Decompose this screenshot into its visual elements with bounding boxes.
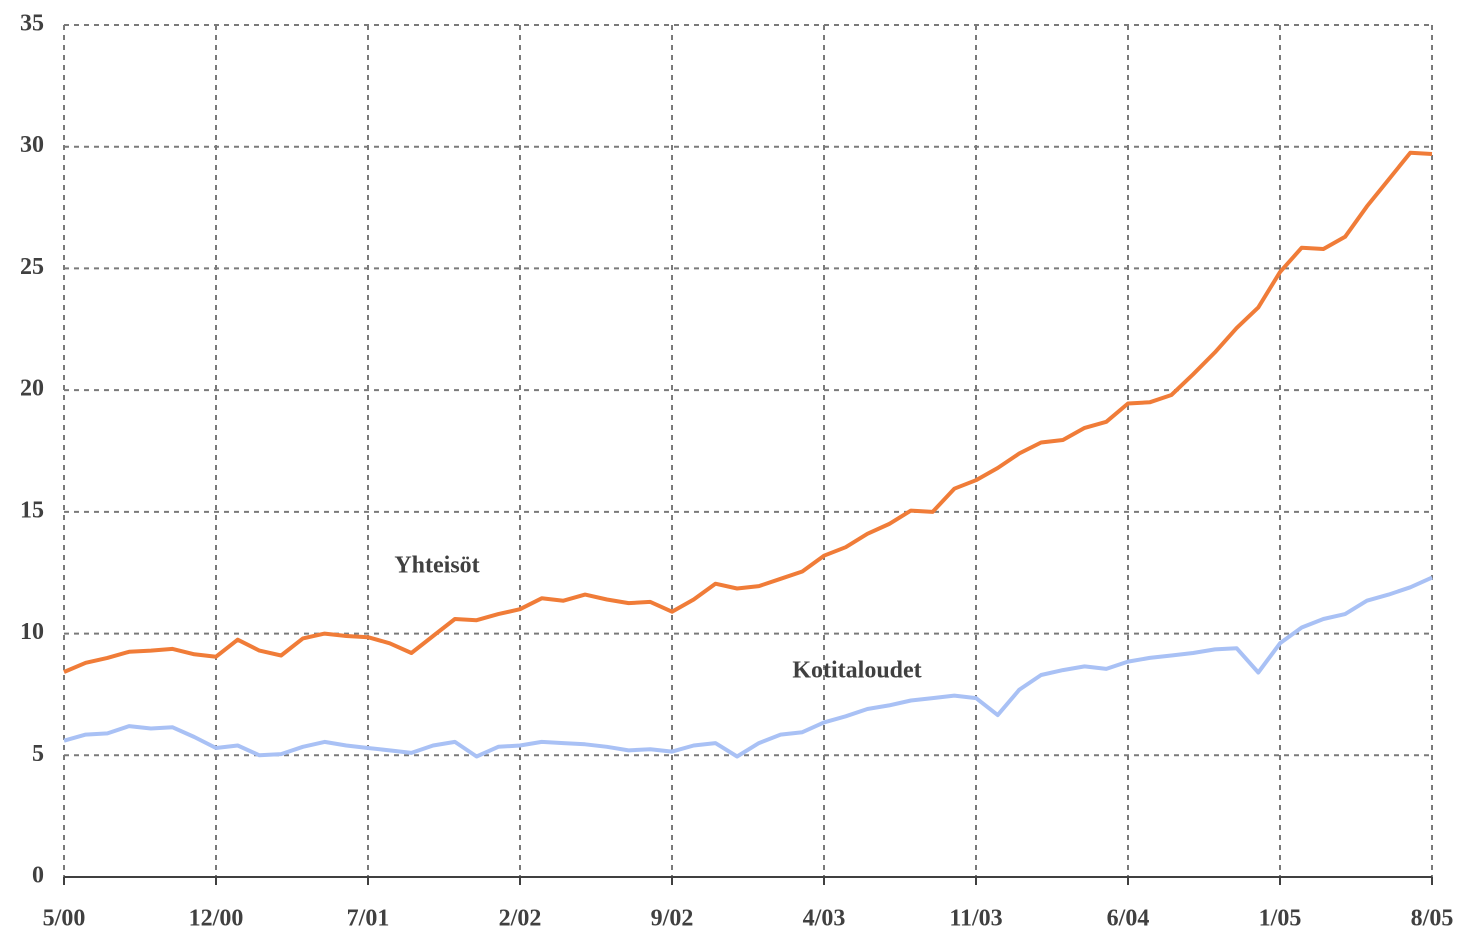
y-tick-label: 15 [20,497,44,523]
series-line [63,575,1433,759]
x-tick-label: 1/05 [1259,906,1302,932]
series-label: Yhteisöt [394,553,479,579]
x-tick-label: 9/02 [651,906,694,932]
x-tick-label: 12/00 [189,906,244,932]
x-tick-label: 11/03 [949,906,1002,932]
y-tick-label: 10 [20,619,44,645]
y-tick-label: 0 [32,863,44,889]
x-tick-label: 8/05 [1411,906,1454,932]
y-tick-label: 25 [20,254,44,280]
series-label: Kotitaloudet [792,658,921,684]
x-tick-label: 7/01 [347,906,390,932]
x-tick-label: 6/04 [1107,906,1150,932]
y-tick-label: 5 [32,741,44,767]
y-tick-label: 30 [20,132,44,158]
series-line [63,150,1433,674]
x-tick-label: 5/00 [43,906,86,932]
x-tick-label: 4/03 [803,906,846,932]
y-tick-label: 20 [20,376,44,402]
x-tick-label: 2/02 [499,906,542,932]
y-tick-label: 35 [20,11,44,37]
